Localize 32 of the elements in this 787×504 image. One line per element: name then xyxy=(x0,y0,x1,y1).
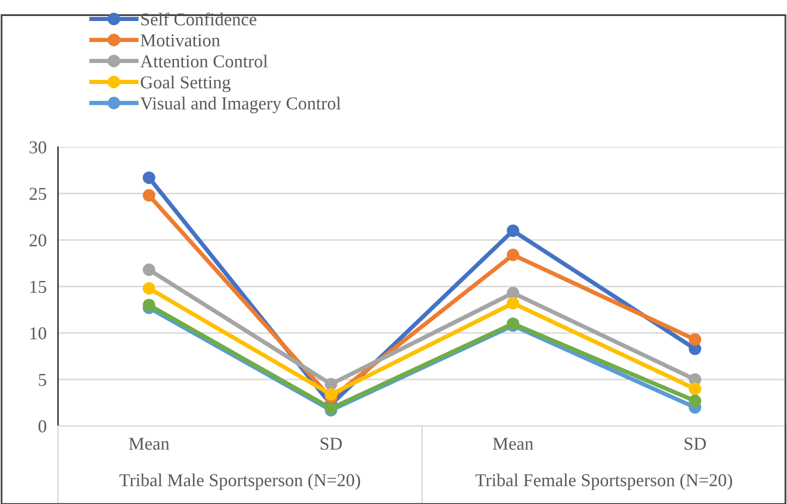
y-tick-label: 20 xyxy=(30,234,46,246)
point xyxy=(142,264,156,276)
point xyxy=(688,333,702,346)
y-tick-label: 30 xyxy=(30,141,46,154)
point xyxy=(688,394,702,408)
point xyxy=(142,171,156,184)
x-tick-label: Mean xyxy=(492,438,534,450)
text: Tribal Female Sportsperson (N=20) xyxy=(475,474,732,490)
point xyxy=(142,282,156,295)
point xyxy=(506,286,520,300)
point xyxy=(688,382,702,396)
legend-label: Attention Control xyxy=(140,54,268,68)
y-tick-label: 0 xyxy=(38,420,46,432)
y-tick-label: 25 xyxy=(30,188,46,200)
point xyxy=(142,189,156,202)
y-tick-label: 5 xyxy=(38,374,46,386)
legend-label: Self Confidence xyxy=(141,12,256,26)
point xyxy=(506,296,520,310)
legend-label: Motivation xyxy=(140,34,220,46)
point xyxy=(324,388,338,401)
point xyxy=(142,298,156,312)
legend-label: Goal Setting xyxy=(140,76,231,92)
legend-label: Visual and Imagery Control xyxy=(140,96,341,114)
y-tick-label: 10 xyxy=(30,327,46,340)
x-tick-label: SD xyxy=(684,438,706,450)
x-tick-label: Mean xyxy=(128,438,170,450)
text: Tribal Male Sportsperson (N=20) xyxy=(119,474,360,490)
point xyxy=(506,224,520,237)
point xyxy=(506,248,520,262)
y-tick-label: 15 xyxy=(30,280,46,293)
point xyxy=(324,378,338,390)
x-tick-label: SD xyxy=(320,438,342,450)
